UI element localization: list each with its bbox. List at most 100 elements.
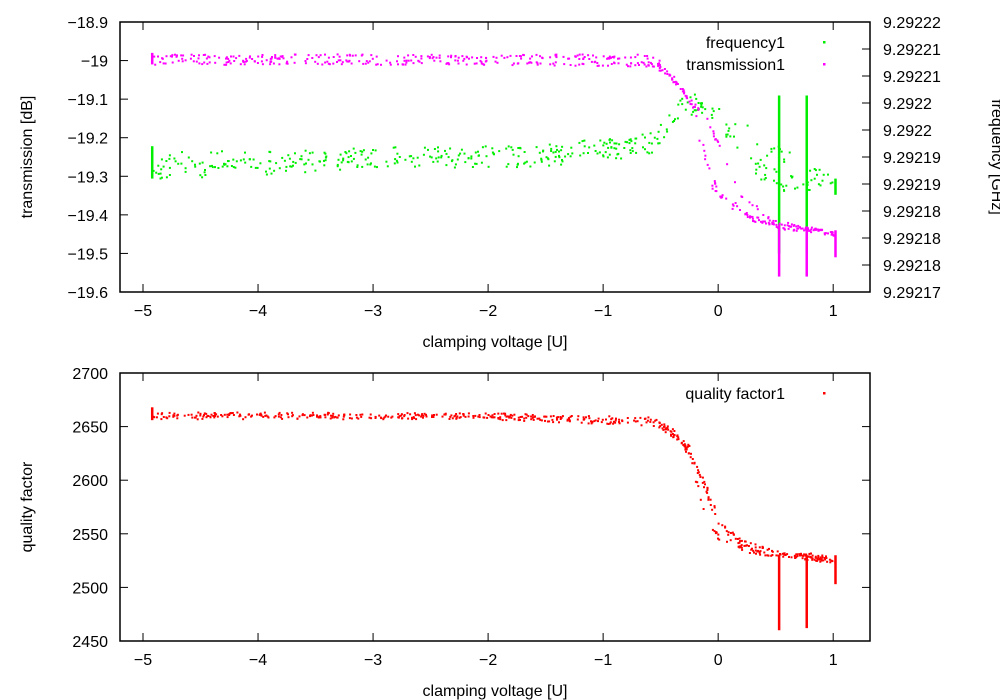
data-point — [164, 62, 167, 65]
data-point — [162, 416, 165, 418]
data-point — [780, 223, 783, 226]
data-point — [423, 146, 426, 149]
data-point — [275, 162, 278, 165]
data-point — [232, 166, 235, 169]
data-point — [159, 172, 162, 175]
data-point — [281, 417, 284, 420]
data-point — [165, 55, 168, 58]
data-point — [336, 165, 339, 168]
data-point — [420, 55, 423, 58]
data-point — [624, 56, 627, 59]
data-point — [766, 548, 769, 551]
data-point — [767, 221, 770, 224]
y-tick-label: 2550 — [72, 527, 108, 544]
data-point — [550, 147, 553, 150]
data-point — [443, 413, 446, 416]
data-point — [765, 222, 767, 225]
data-point — [696, 481, 699, 484]
data-point — [410, 59, 413, 62]
data-point — [291, 411, 294, 414]
data-point — [603, 141, 606, 144]
data-point — [804, 558, 807, 561]
data-point — [511, 414, 514, 417]
data-point — [661, 427, 664, 430]
data-point — [736, 205, 739, 208]
data-point — [152, 169, 155, 172]
legend-label: transmission1 — [686, 57, 785, 74]
x-tick-label: −3 — [364, 303, 382, 320]
data-point — [421, 413, 424, 416]
data-point — [307, 158, 310, 161]
data-point — [173, 157, 176, 160]
data-point — [752, 220, 754, 222]
data-point — [157, 172, 160, 175]
data-point — [287, 413, 289, 416]
data-point — [376, 63, 379, 66]
data-point — [221, 415, 224, 418]
data-point — [214, 61, 217, 64]
legend: quality factor1 — [685, 386, 826, 403]
data-point — [271, 56, 273, 58]
data-point — [702, 143, 705, 146]
transmission-frequency-plot: −5 −4 −3 −2 −1 0 1 −18.9 −19 −19.1 −19.2 −19.3 −19.4… — [19, 15, 1000, 351]
data-point — [491, 414, 494, 417]
data-point — [491, 151, 494, 154]
data-point — [203, 61, 206, 64]
data-point — [227, 160, 229, 162]
data-point — [824, 232, 827, 235]
data-point — [693, 109, 696, 112]
data-point — [827, 173, 829, 176]
data-point — [816, 559, 819, 562]
data-point — [425, 415, 428, 418]
data-point — [706, 487, 709, 490]
data-point — [209, 415, 212, 418]
data-point — [491, 147, 494, 150]
data-point — [790, 556, 793, 559]
data-point — [635, 151, 638, 154]
data-point — [618, 420, 620, 423]
data-point — [232, 158, 235, 161]
data-point — [830, 233, 833, 236]
data-point — [281, 156, 284, 159]
data-point — [396, 152, 399, 155]
data-point — [759, 553, 762, 556]
data-point — [716, 139, 719, 142]
data-point — [517, 155, 520, 158]
data-point — [405, 61, 408, 64]
data-point — [437, 150, 440, 153]
data-point — [609, 421, 612, 424]
data-point — [520, 57, 523, 60]
data-point — [217, 167, 220, 169]
data-point — [479, 59, 482, 62]
data-point — [689, 456, 692, 459]
data-point — [396, 60, 398, 63]
y-tick-label: −19.3 — [68, 169, 109, 186]
data-point — [356, 166, 359, 168]
data-point — [435, 413, 438, 416]
data-point — [490, 416, 493, 419]
data-point — [597, 420, 599, 423]
data-point — [257, 55, 260, 58]
data-point — [587, 422, 590, 425]
data-point — [663, 423, 666, 426]
data-point — [623, 147, 626, 149]
data-point — [663, 68, 666, 70]
data-point — [346, 54, 349, 57]
data-point — [433, 148, 436, 150]
data-point — [430, 156, 433, 159]
data-point — [602, 55, 605, 58]
data-point — [808, 229, 811, 232]
data-point — [661, 69, 664, 72]
data-point — [734, 181, 736, 184]
data-point — [598, 151, 601, 154]
data-point — [719, 195, 722, 198]
data-point — [613, 55, 616, 58]
data-point — [810, 552, 812, 555]
data-point — [636, 62, 639, 65]
data-point — [785, 184, 788, 187]
data-point — [370, 162, 372, 165]
data-point — [274, 54, 277, 57]
data-point — [628, 142, 631, 145]
data-point — [408, 155, 411, 158]
data-point — [220, 414, 223, 416]
